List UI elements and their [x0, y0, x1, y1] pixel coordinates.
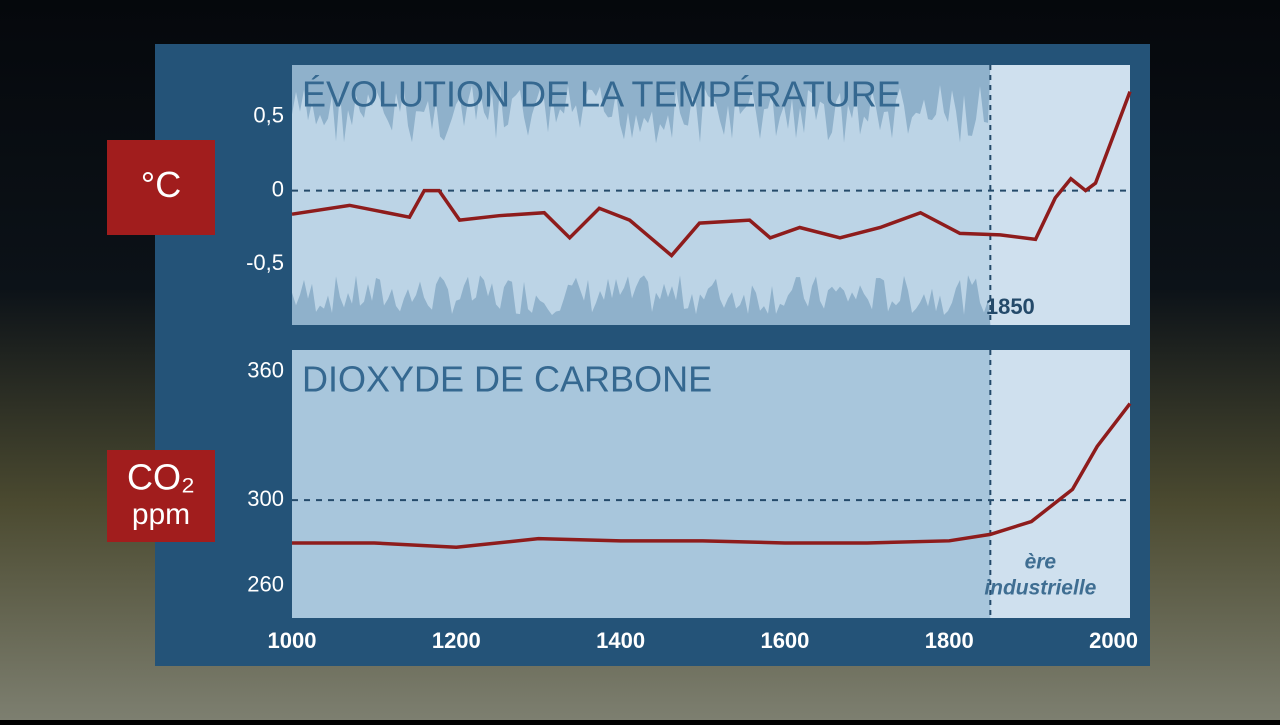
y-tick-label: 260 — [247, 572, 284, 597]
annotation: ère — [1025, 551, 1057, 574]
panel-title: ÉVOLUTION DE LA TEMPÉRATURE — [302, 74, 901, 115]
pre-industrial-shade — [292, 350, 991, 618]
x-tick-label: 1600 — [760, 628, 809, 653]
data-line — [291, 90, 1132, 259]
y-tick-label: 300 — [247, 486, 284, 511]
y-tick-label: 0,5 — [253, 103, 284, 128]
x-tick-label: 1800 — [925, 628, 974, 653]
y-tick-label: 360 — [247, 357, 284, 382]
noise-band — [292, 65, 991, 144]
unit-label: CO₂ — [127, 457, 195, 498]
x-tick-label: 1200 — [432, 628, 481, 653]
data-line — [292, 402, 1132, 550]
y-tick-label: -0,5 — [246, 250, 284, 275]
unit-label: °C — [141, 164, 181, 205]
unit-badge — [107, 450, 215, 542]
unit-sublabel: ppm — [132, 498, 190, 531]
x-tick-label: 1000 — [268, 628, 317, 653]
y-tick-label: 0 — [272, 176, 284, 201]
noise-band — [292, 275, 991, 325]
x-tick-label: 1400 — [596, 628, 645, 653]
marker-label: 1850 — [986, 294, 1035, 319]
unit-badge — [107, 140, 215, 235]
panel-title: DIOXYDE DE CARBONE — [302, 359, 712, 400]
annotation: industrielle — [984, 577, 1096, 600]
x-tick-label: 2000 — [1089, 628, 1138, 653]
